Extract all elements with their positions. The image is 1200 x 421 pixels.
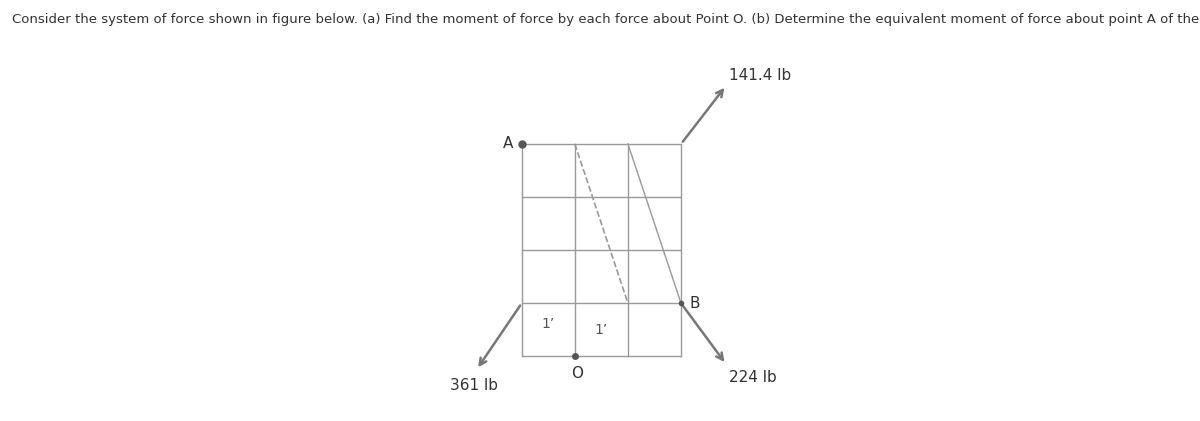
Text: Consider the system of force shown in figure below. (a) Find the moment of force: Consider the system of force shown in fi… [12, 13, 1200, 26]
Text: 141.4 lb: 141.4 lb [728, 68, 791, 83]
Text: 1’: 1’ [541, 317, 554, 331]
Text: B: B [689, 296, 700, 311]
Text: O: O [571, 366, 583, 381]
Text: A: A [503, 136, 514, 152]
Text: 361 lb: 361 lb [450, 378, 498, 393]
Text: 1’: 1’ [595, 323, 608, 337]
Text: 224 lb: 224 lb [728, 370, 776, 385]
